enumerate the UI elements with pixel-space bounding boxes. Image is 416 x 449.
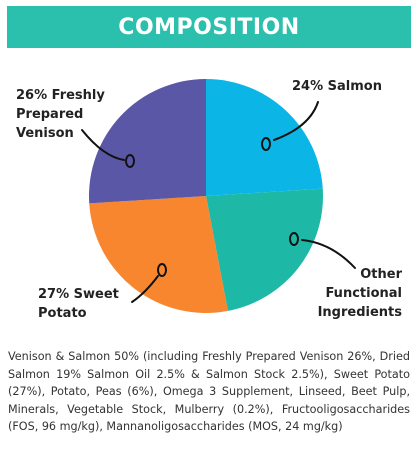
slice-label-line: Potato bbox=[38, 306, 87, 321]
ingredients-description: Venison & Salmon 50% (including Freshly … bbox=[8, 350, 410, 433]
label-arrow-other-functional-ingredients bbox=[301, 239, 356, 269]
slice-label-line: 27% Sweet bbox=[38, 287, 119, 302]
slice-label-freshly-prepared-venison: 26% Freshly Prepared Venison bbox=[16, 88, 105, 141]
label-arrow-freshly-prepared-venison bbox=[81, 129, 125, 161]
slice-label-line: Functional bbox=[325, 286, 402, 301]
slice-label-line: Prepared bbox=[16, 107, 83, 122]
label-arrow-salmon bbox=[273, 101, 319, 141]
slice-label-line: Other bbox=[360, 267, 402, 282]
header-title: COMPOSITION bbox=[118, 14, 300, 40]
slice-label-salmon: 24% Salmon bbox=[292, 79, 382, 94]
pie-slice-sweet-potato bbox=[89, 196, 228, 313]
arrow-head-other-functional-ingredients bbox=[289, 232, 299, 246]
slice-label-other-functional-ingredients: Other Functional Ingredients bbox=[318, 267, 403, 320]
pie-slice-other-functional-ingredients bbox=[206, 188, 323, 311]
composition-header: COMPOSITION bbox=[7, 6, 411, 48]
composition-pie-chart: 24% Salmon Other Functional Ingredients 27% … bbox=[16, 79, 403, 321]
pie-slice-freshly-prepared-venison bbox=[89, 79, 206, 204]
slice-label-line: Ingredients bbox=[318, 305, 403, 320]
arrow-head-sweet-potato bbox=[157, 263, 167, 277]
slice-label-line: Venison bbox=[16, 126, 74, 141]
arrow-head-freshly-prepared-venison bbox=[125, 154, 135, 168]
arrow-head-salmon bbox=[261, 137, 271, 151]
slice-label-sweet-potato: 27% Sweet Potato bbox=[38, 287, 119, 321]
label-arrow-sweet-potato bbox=[131, 275, 159, 303]
slice-label-line: 26% Freshly bbox=[16, 88, 105, 103]
slice-label-line: 24% Salmon bbox=[292, 79, 382, 94]
